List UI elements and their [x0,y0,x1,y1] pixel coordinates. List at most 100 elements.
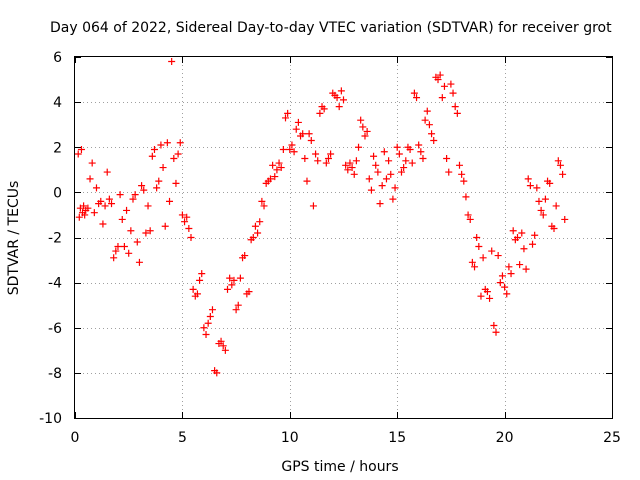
y-tick-label: -6 [48,321,62,337]
x-axis-label: GPS time / hours [281,459,398,475]
data-point [458,170,466,178]
data-point [275,159,283,167]
data-point [279,146,287,154]
data-point [163,139,171,147]
data-point [537,206,545,214]
data-point [410,89,418,97]
data-point [520,245,528,253]
data-point [299,130,307,138]
data-point [436,71,444,79]
data-point [417,148,425,156]
data-point [501,283,509,291]
data-point [344,166,352,174]
data-point [142,229,150,237]
data-point [157,141,165,149]
data-point [273,166,281,174]
data-point [166,197,174,205]
data-point [213,369,221,377]
data-point [475,243,483,251]
data-point [524,175,532,183]
data-point [217,337,225,345]
y-tick-label: 6 [53,50,62,66]
data-point [352,157,360,165]
data-point [144,202,152,210]
data-point [498,272,506,280]
data-point [419,155,427,163]
data-point [307,136,315,144]
data-point [224,285,232,293]
data-point [513,234,521,241]
data-point [516,261,524,269]
data-point [378,182,386,190]
x-tick-label: 25 [603,430,621,446]
data-point [174,150,182,158]
x-tick-label: 15 [388,430,406,446]
data-point [198,270,206,278]
data-point [333,94,341,102]
data-point [518,229,526,237]
data-point [464,211,472,219]
data-point [249,234,257,241]
data-point [324,155,332,163]
data-point [251,222,259,230]
data-point [200,324,208,332]
data-point [408,159,416,167]
data-point [505,263,513,271]
data-point [228,281,236,289]
data-point [531,231,539,239]
data-point [294,118,302,126]
data-point [397,168,405,176]
data-point [535,197,543,205]
grid-lines [75,57,612,418]
data-point [320,105,328,113]
data-point [77,146,85,154]
y-tick-label: 4 [53,95,62,111]
data-point [357,116,365,124]
data-point [81,211,89,219]
data-point [202,331,210,339]
data-point [440,82,448,90]
data-point [428,130,436,138]
data-point [131,191,139,199]
data-point [473,234,481,241]
data-point [380,148,388,156]
plot-frame [74,56,613,419]
chart-title: Day 064 of 2022, Sidereal Day-to-day VTE… [50,20,612,36]
data-point [423,107,431,115]
data-point [84,204,92,212]
data-point [466,215,474,223]
data-point [503,290,511,298]
data-point [282,114,290,122]
data-point [80,202,88,210]
data-point [241,252,249,260]
data-point [342,161,350,169]
data-point [312,150,320,158]
data-point [430,136,438,144]
x-tick-label: 10 [281,430,299,446]
data-point [552,202,560,210]
data-point [108,200,116,208]
data-point [155,177,163,185]
data-point [559,170,567,178]
data-point [112,247,120,255]
data-point [266,175,274,183]
data-point [526,182,534,190]
data-point [232,306,240,314]
data-point [550,224,558,232]
data-point [159,164,167,172]
data-point [178,211,186,219]
data-point [256,218,264,226]
data-point [189,285,197,293]
data-point [509,227,517,235]
data-point [309,202,317,210]
data-point [370,152,378,160]
data-point [170,155,178,163]
data-point [286,146,294,154]
data-point [507,270,515,278]
data-point [305,130,313,138]
y-tick-label: -8 [48,366,62,382]
data-point [226,274,234,282]
y-tick-label: -2 [48,231,62,247]
data-point [382,175,390,183]
